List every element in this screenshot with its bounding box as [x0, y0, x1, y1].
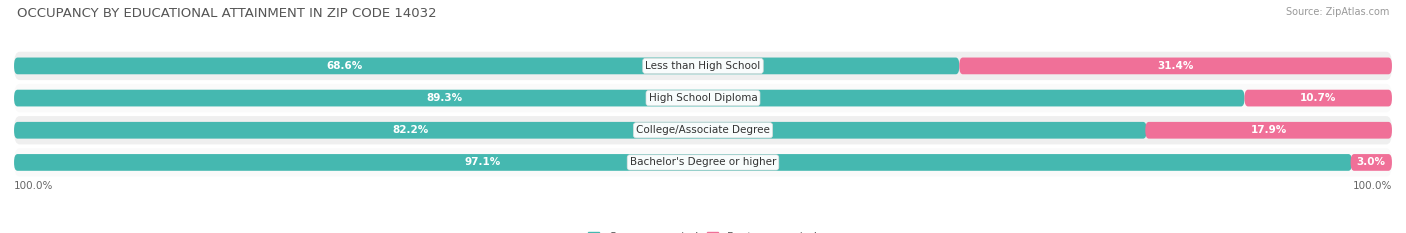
FancyBboxPatch shape	[14, 90, 1244, 106]
Text: Less than High School: Less than High School	[645, 61, 761, 71]
FancyBboxPatch shape	[14, 122, 1147, 139]
FancyBboxPatch shape	[14, 58, 959, 74]
Text: 100.0%: 100.0%	[14, 181, 53, 191]
FancyBboxPatch shape	[1244, 90, 1392, 106]
FancyBboxPatch shape	[1146, 122, 1392, 139]
Text: College/Associate Degree: College/Associate Degree	[636, 125, 770, 135]
FancyBboxPatch shape	[14, 148, 1392, 177]
FancyBboxPatch shape	[1351, 154, 1392, 171]
Legend: Owner-occupied, Renter-occupied: Owner-occupied, Renter-occupied	[583, 227, 823, 233]
Text: 3.0%: 3.0%	[1357, 158, 1386, 168]
Text: 100.0%: 100.0%	[1353, 181, 1392, 191]
Text: 17.9%: 17.9%	[1250, 125, 1286, 135]
FancyBboxPatch shape	[14, 52, 1392, 80]
Text: High School Diploma: High School Diploma	[648, 93, 758, 103]
Text: 31.4%: 31.4%	[1157, 61, 1194, 71]
FancyBboxPatch shape	[14, 84, 1392, 112]
Text: 89.3%: 89.3%	[426, 93, 463, 103]
FancyBboxPatch shape	[959, 58, 1392, 74]
FancyBboxPatch shape	[14, 154, 1353, 171]
Text: 97.1%: 97.1%	[464, 158, 501, 168]
Text: 10.7%: 10.7%	[1301, 93, 1337, 103]
Text: Source: ZipAtlas.com: Source: ZipAtlas.com	[1285, 7, 1389, 17]
Text: OCCUPANCY BY EDUCATIONAL ATTAINMENT IN ZIP CODE 14032: OCCUPANCY BY EDUCATIONAL ATTAINMENT IN Z…	[17, 7, 436, 20]
FancyBboxPatch shape	[14, 116, 1392, 144]
Text: 82.2%: 82.2%	[392, 125, 429, 135]
Text: Bachelor's Degree or higher: Bachelor's Degree or higher	[630, 158, 776, 168]
Text: 68.6%: 68.6%	[326, 61, 363, 71]
